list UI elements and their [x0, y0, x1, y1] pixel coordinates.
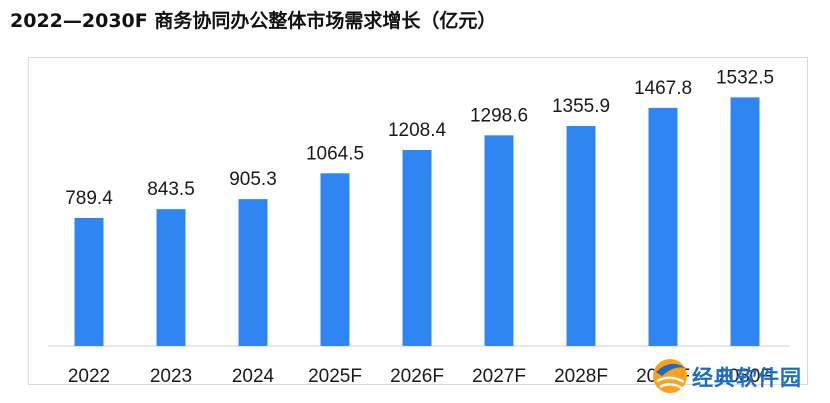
chart-title: 2022—2030F 商务协同办公整体市场需求增长（亿元） [10, 10, 497, 32]
data-label-2022: 789.4 [65, 188, 113, 209]
data-label-2026F: 1208.4 [388, 120, 447, 141]
x-tick-label-2027F: 2027F [472, 366, 526, 387]
data-label-2023: 843.5 [147, 179, 195, 200]
x-tick-label-2022: 2022 [68, 366, 110, 387]
bar-2030F [730, 97, 760, 347]
bar-2024 [238, 199, 268, 346]
data-label-2029F: 1467.8 [634, 78, 692, 99]
x-tick-label-2030F: 2030F [718, 366, 772, 387]
data-label-2025F: 1064.5 [306, 143, 364, 164]
x-tick-label-2026F: 2026F [390, 366, 444, 387]
bar-2028F [566, 126, 596, 346]
bar-2022 [74, 217, 104, 346]
x-tick-label-2025F: 2025F [308, 366, 362, 387]
data-label-2028F: 1355.9 [552, 96, 610, 117]
data-label-2027F: 1298.6 [470, 105, 528, 126]
watermark: 经典软件园 [648, 352, 828, 398]
bar-2027F [484, 135, 514, 346]
bar-2026F [402, 149, 432, 346]
bar-2025F [320, 173, 350, 346]
data-label-2030F: 1532.5 [716, 67, 774, 88]
data-label-2024: 905.3 [229, 169, 277, 190]
globe-logo-icon [653, 359, 687, 393]
x-tick-label-2023: 2023 [150, 366, 192, 387]
x-tick-label-2024: 2024 [232, 366, 275, 387]
watermark-text: 经典软件园 [692, 366, 802, 390]
bar-2029F [648, 107, 678, 346]
bar-2023 [156, 209, 186, 346]
x-tick-label-2028F: 2028F [554, 366, 608, 387]
